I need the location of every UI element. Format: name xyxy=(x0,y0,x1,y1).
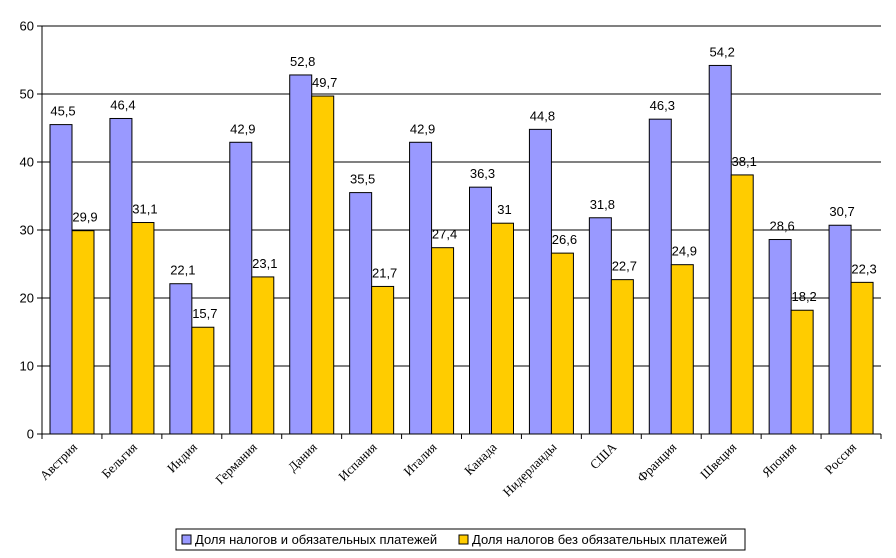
bar-with-payments xyxy=(169,283,193,435)
x-tick-label: Нидерланды xyxy=(500,439,560,499)
x-tick-label: Дания xyxy=(285,440,320,475)
bar-with-payments xyxy=(648,118,672,435)
bar-with-payments xyxy=(409,141,433,435)
data-label: 24,9 xyxy=(672,244,697,259)
y-tick-label: 20 xyxy=(20,291,34,306)
data-label: 18,2 xyxy=(791,289,816,304)
data-label: 44,8 xyxy=(530,108,555,123)
data-label: 35,5 xyxy=(350,172,375,187)
bar-without-payments xyxy=(850,281,874,435)
data-label: 22,1 xyxy=(170,263,195,278)
bar-without-payments xyxy=(251,276,275,435)
data-label: 31,1 xyxy=(132,202,157,217)
data-label: 36,3 xyxy=(470,166,495,181)
data-label: 38,1 xyxy=(732,154,757,169)
data-label: 31 xyxy=(497,202,511,217)
data-label: 15,7 xyxy=(192,306,217,321)
y-tick-label: 30 xyxy=(20,223,34,238)
x-tick-label: США xyxy=(587,439,620,472)
data-label: 45,5 xyxy=(50,104,75,119)
bar-without-payments xyxy=(71,230,95,435)
bar-without-payments xyxy=(191,326,215,435)
legend-swatch xyxy=(458,534,469,545)
x-tick-label: Германия xyxy=(212,440,260,488)
axes xyxy=(37,25,882,439)
x-tick-label: Швеция xyxy=(697,440,739,482)
legend-label: Доля налогов без обязательных платежей xyxy=(472,532,727,547)
legend-swatch xyxy=(181,534,192,545)
gridlines xyxy=(42,25,881,367)
bar-with-payments xyxy=(528,128,552,435)
x-tick-label: Канада xyxy=(461,439,500,478)
data-label: 28,6 xyxy=(769,219,794,234)
y-tick-label: 50 xyxy=(20,87,34,102)
bar-without-payments xyxy=(491,222,514,435)
y-tick-label: 60 xyxy=(20,19,34,34)
bar-with-payments xyxy=(828,224,852,435)
bar-without-payments xyxy=(431,247,455,435)
bar-without-payments xyxy=(610,279,634,435)
data-label: 54,2 xyxy=(710,44,735,59)
bars xyxy=(49,64,874,435)
data-label: 42,9 xyxy=(410,121,435,136)
data-label: 42,9 xyxy=(230,121,255,136)
x-tick-label: Франция xyxy=(634,440,680,486)
bar-without-payments xyxy=(131,222,155,435)
x-tick-label: Россия xyxy=(822,440,860,478)
data-label: 22,7 xyxy=(612,259,637,274)
x-tick-label: Бельгия xyxy=(98,440,140,482)
data-label: 31,8 xyxy=(590,197,615,212)
bar-with-payments xyxy=(289,74,313,435)
data-label: 22,3 xyxy=(851,261,876,276)
bar-with-payments xyxy=(469,186,492,435)
bar-with-payments xyxy=(588,217,612,435)
y-axis-tick-labels: 0 10 20 30 40 50 60 xyxy=(20,19,34,442)
data-label: 26,6 xyxy=(552,232,577,247)
bar-without-payments xyxy=(790,309,814,435)
data-label: 46,3 xyxy=(650,98,675,113)
legend: Доля налогов и обязательных платежей Доля… xyxy=(175,528,746,551)
bar-with-payments xyxy=(768,239,792,435)
data-label: 30,7 xyxy=(829,204,854,219)
bar-with-payments xyxy=(708,64,732,435)
data-label: 52,8 xyxy=(290,54,315,69)
y-tick-label: 10 xyxy=(20,359,34,374)
bar-with-payments xyxy=(349,192,373,435)
data-label: 21,7 xyxy=(372,265,397,280)
legend-label: Доля налогов и обязательных платежей xyxy=(195,532,437,547)
bar-without-payments xyxy=(550,252,574,435)
x-axis-tick-labels: Австрия Бельгия Индия Германия Дания Испания И… xyxy=(37,439,860,499)
x-tick-label: Испания xyxy=(335,440,379,484)
data-label: 46,4 xyxy=(110,97,135,112)
bar-without-payments xyxy=(311,95,335,435)
y-tick-label: 0 xyxy=(27,427,34,442)
y-tick-label: 40 xyxy=(20,155,34,170)
bar-without-payments xyxy=(371,285,395,435)
data-label: 27,4 xyxy=(432,227,457,242)
bar-with-payments xyxy=(49,124,73,435)
data-label: 23,1 xyxy=(252,256,277,271)
x-tick-label: Италия xyxy=(400,440,439,479)
x-tick-label: Австрия xyxy=(37,440,80,483)
x-tick-label: Япония xyxy=(759,440,799,480)
bar-with-payments xyxy=(229,141,253,435)
data-label: 29,9 xyxy=(72,210,97,225)
bar-with-payments xyxy=(109,117,133,435)
bar-without-payments xyxy=(730,174,754,435)
x-tick-label: Индия xyxy=(164,440,200,476)
data-label: 49,7 xyxy=(312,75,337,90)
data-labels: 45,5 46,4 22,1 42,9 52,8 35,5 42,9 36,3 44,8 31,8… xyxy=(50,44,876,321)
bar-without-payments xyxy=(670,264,694,435)
